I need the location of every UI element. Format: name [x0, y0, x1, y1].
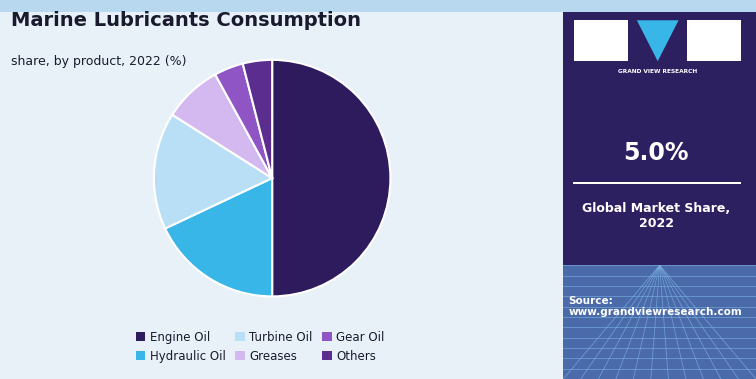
Text: Source:
www.grandviewresearch.com: Source: www.grandviewresearch.com	[569, 296, 742, 317]
Text: GRAND VIEW RESEARCH: GRAND VIEW RESEARCH	[618, 69, 697, 74]
FancyBboxPatch shape	[687, 20, 741, 61]
Wedge shape	[165, 178, 272, 296]
Wedge shape	[154, 115, 272, 229]
Text: Marine Lubricants Consumption: Marine Lubricants Consumption	[11, 11, 361, 30]
Wedge shape	[215, 64, 272, 178]
Polygon shape	[637, 20, 679, 61]
Text: 5.0%: 5.0%	[624, 141, 689, 166]
FancyBboxPatch shape	[575, 20, 628, 61]
Wedge shape	[172, 75, 272, 178]
Legend: Engine Oil, Hydraulic Oil, Turbine Oil, Greases, Gear Oil, Others: Engine Oil, Hydraulic Oil, Turbine Oil, …	[131, 326, 389, 367]
Text: Global Market Share,
2022: Global Market Share, 2022	[582, 202, 730, 230]
Wedge shape	[272, 60, 390, 296]
Polygon shape	[563, 265, 756, 379]
Text: share, by product, 2022 (%): share, by product, 2022 (%)	[11, 55, 187, 68]
Wedge shape	[243, 60, 272, 178]
